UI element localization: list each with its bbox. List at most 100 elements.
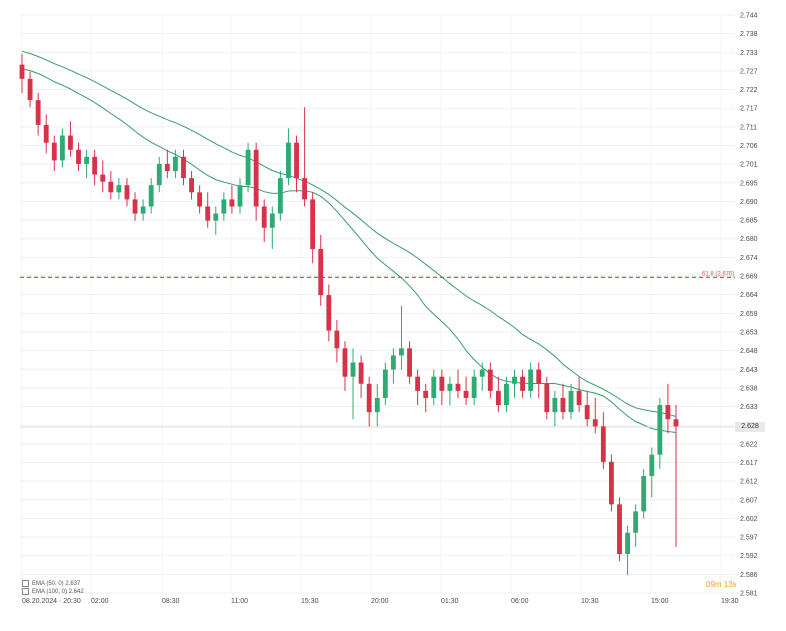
candle-body [100, 174, 106, 182]
candle-body [35, 100, 41, 125]
candle-body [407, 348, 412, 377]
candle-body [261, 206, 267, 228]
candle-body [455, 383, 461, 391]
candle-body [366, 383, 372, 413]
candle-body [641, 475, 647, 512]
x-tick-label: 01:30 [441, 598, 459, 605]
candle-body [399, 348, 404, 356]
y-tick-label: 2.727 [740, 68, 758, 75]
candle-body [592, 419, 598, 427]
candle-body [164, 163, 170, 172]
x-tick-label: 15:00 [651, 598, 669, 605]
candle-body [310, 199, 316, 250]
candle-body [318, 249, 324, 296]
candle-body [221, 199, 227, 214]
candle-body [439, 376, 445, 391]
candle-body [19, 64, 25, 79]
candle-body [415, 376, 421, 391]
candle-body [213, 213, 219, 221]
y-tick-label: 2.738 [740, 31, 758, 38]
candle-body [374, 397, 380, 413]
y-tick-label: 2.617 [740, 460, 758, 467]
legend-box-icon [22, 588, 29, 595]
candle-body [504, 383, 509, 406]
candle-body [124, 185, 130, 200]
candle-body [560, 397, 566, 413]
y-tick-label: 2.685 [740, 218, 758, 225]
fib-label: 61.8 (2.670) [702, 271, 734, 277]
candle-body [51, 142, 57, 161]
candle-body [84, 156, 90, 164]
candle-body [608, 461, 614, 505]
y-tick-label: 2.633 [740, 404, 758, 411]
current-price-badge: 2.628 [735, 422, 765, 432]
x-tick-label: 08:30 [162, 598, 180, 605]
candle-body [156, 163, 162, 186]
ema-50-line [21, 68, 677, 433]
x-tick-label: 19:30 [721, 598, 739, 605]
candle-body [245, 149, 251, 186]
grid [20, 14, 735, 594]
candle-body [552, 397, 558, 413]
candle-body [197, 192, 203, 207]
candle-body [495, 390, 501, 406]
x-tick-label: 15:30 [301, 598, 319, 605]
candle-body [148, 185, 154, 207]
candle-body [600, 426, 606, 462]
candle-body [132, 199, 138, 214]
y-tick-label: 2.733 [740, 50, 758, 57]
candle-body [189, 178, 194, 193]
candles [19, 54, 679, 576]
candle-body [326, 295, 332, 331]
candle-body [108, 181, 114, 193]
x-tick-label: 10:30 [581, 598, 599, 605]
candle-body [657, 405, 663, 455]
candle-body [633, 511, 639, 533]
y-tick-label: 2.612 [740, 479, 758, 486]
candle-body [576, 390, 582, 406]
y-tick-label: 2.680 [740, 236, 758, 243]
candle-body [463, 390, 469, 398]
legend-ema-50: EMA (50, 0) 2.637 [22, 580, 80, 587]
y-tick-label: 2.607 [740, 497, 758, 504]
candle-body [205, 206, 211, 221]
candle-body [536, 369, 542, 384]
y-tick-label: 2.674 [740, 255, 758, 262]
candle-body [487, 369, 493, 391]
candle-body [286, 142, 291, 179]
y-tick-label: 2.744 [740, 13, 758, 20]
candle-body [520, 376, 526, 391]
y-tick-label: 2.706 [740, 143, 758, 150]
candle-body [294, 142, 299, 179]
x-tick-label: 06:00 [511, 598, 529, 605]
y-tick-label: 2.643 [740, 367, 758, 374]
candle-body [342, 348, 348, 377]
fib-level: 61.8 (2.670) [20, 271, 735, 428]
y-tick-label: 2.695 [740, 180, 758, 187]
candle-body [617, 504, 622, 554]
moving-average-lines [21, 50, 677, 433]
candle-body [479, 369, 485, 377]
y-tick-label: 2.638 [740, 385, 758, 392]
x-axis: 08.20.2024 · 20:30 02:00 08:30 11:00 15:30 20… [22, 598, 739, 605]
candle-body [568, 390, 574, 413]
x-tick-label: 08.20.2024 · 20:30 [22, 598, 81, 605]
candle-body [43, 124, 49, 143]
y-tick-label: 2.592 [740, 553, 758, 560]
candle-body [390, 355, 396, 370]
x-tick-label: 11:00 [231, 598, 248, 605]
candle-body [665, 405, 671, 420]
countdown-timer: 09m 13s [706, 580, 737, 589]
y-tick-label: 2.711 [740, 124, 757, 131]
y-tick-label: 2.664 [740, 292, 758, 299]
candle-body [358, 362, 364, 384]
candle-body [584, 405, 590, 420]
candle-body [68, 135, 73, 150]
y-tick-label: 2.690 [740, 199, 758, 206]
candle-body [471, 376, 477, 398]
candle-body [92, 156, 98, 175]
candle-body [673, 419, 679, 427]
y-tick-label: 2.653 [740, 329, 758, 336]
